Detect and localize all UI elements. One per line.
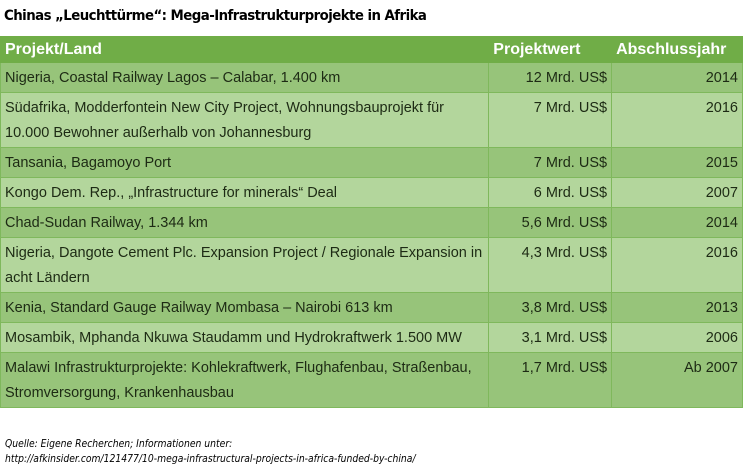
table-row: Nigeria, Coastal Railway Lagos – Calabar… bbox=[0, 62, 743, 93]
source-note: Quelle: Eigene Recherchen; Informationen… bbox=[5, 437, 416, 467]
cell-year: 2014 bbox=[611, 207, 743, 238]
cell-value: 4,3 Mrd. US$ bbox=[488, 237, 613, 293]
column-header-project: Projekt/Land bbox=[0, 36, 490, 63]
cell-year: Ab 2007 bbox=[611, 352, 743, 408]
cell-project: Nigeria, Coastal Railway Lagos – Calabar… bbox=[0, 62, 490, 93]
cell-value: 6 Mrd. US$ bbox=[488, 177, 613, 208]
cell-value: 12 Mrd. US$ bbox=[488, 62, 613, 93]
cell-project: Kenia, Standard Gauge Railway Mombasa – … bbox=[0, 292, 490, 323]
cell-value: 3,8 Mrd. US$ bbox=[488, 292, 613, 323]
cell-value: 3,1 Mrd. US$ bbox=[488, 322, 613, 353]
cell-value: 7 Mrd. US$ bbox=[488, 147, 613, 178]
table-header-row: Projekt/Land Projektwert Abschlussjahr bbox=[0, 36, 743, 63]
cell-year: 2015 bbox=[611, 147, 743, 178]
column-header-year: Abschlussjahr bbox=[611, 36, 743, 63]
cell-value: 7 Mrd. US$ bbox=[488, 92, 613, 148]
table-row: Chad-Sudan Railway, 1.344 km 5,6 Mrd. US$… bbox=[0, 207, 743, 238]
projects-table: Projekt/Land Projektwert Abschlussjahr N… bbox=[0, 36, 743, 408]
cell-year: 2006 bbox=[611, 322, 743, 353]
cell-year: 2013 bbox=[611, 292, 743, 323]
cell-value: 5,6 Mrd. US$ bbox=[488, 207, 613, 238]
cell-project: Kongo Dem. Rep., „Infrastructure for min… bbox=[0, 177, 490, 208]
table-row: Kenia, Standard Gauge Railway Mombasa – … bbox=[0, 292, 743, 323]
cell-project: Südafrika, Modderfontein New City Projec… bbox=[0, 92, 490, 148]
table-row: Südafrika, Modderfontein New City Projec… bbox=[0, 92, 743, 148]
cell-year: 2007 bbox=[611, 177, 743, 208]
column-header-value: Projektwert bbox=[488, 36, 613, 63]
page-title: Chinas „Leuchttürme“: Mega-Infrastruktur… bbox=[4, 8, 427, 24]
table-row: Nigeria, Dangote Cement Plc. Expansion P… bbox=[0, 237, 743, 293]
cell-year: 2016 bbox=[611, 92, 743, 148]
table-row: Tansania, Bagamoyo Port 7 Mrd. US$ 2015 bbox=[0, 147, 743, 178]
cell-value: 1,7 Mrd. US$ bbox=[488, 352, 613, 408]
cell-project: Mosambik, Mphanda Nkuwa Staudamm und Hyd… bbox=[0, 322, 490, 353]
cell-project: Malawi Infrastrukturprojekte: Kohlekraft… bbox=[0, 352, 490, 408]
source-url: http://afkinsider.com/121477/10-mega-inf… bbox=[5, 453, 416, 465]
source-line: Quelle: Eigene Recherchen; Informationen… bbox=[5, 438, 233, 450]
cell-project: Tansania, Bagamoyo Port bbox=[0, 147, 490, 178]
table-row: Kongo Dem. Rep., „Infrastructure for min… bbox=[0, 177, 743, 208]
cell-project: Nigeria, Dangote Cement Plc. Expansion P… bbox=[0, 237, 490, 293]
table-row: Mosambik, Mphanda Nkuwa Staudamm und Hyd… bbox=[0, 322, 743, 353]
cell-project: Chad-Sudan Railway, 1.344 km bbox=[0, 207, 490, 238]
table-row: Malawi Infrastrukturprojekte: Kohlekraft… bbox=[0, 352, 743, 408]
cell-year: 2014 bbox=[611, 62, 743, 93]
cell-year: 2016 bbox=[611, 237, 743, 293]
